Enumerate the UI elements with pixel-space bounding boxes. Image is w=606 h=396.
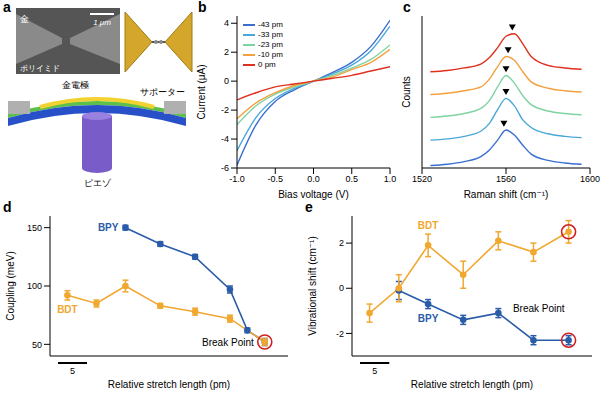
svg-text:5: 5 [70,366,75,376]
html-text:e: e [305,199,313,215]
svg-text:BDT: BDT [418,220,439,231]
svg-text:0.0: 0.0 [307,174,320,184]
svg-text:Relative stretch length (pm): Relative stretch length (pm) [411,379,533,390]
svg-text:2: 2 [339,238,344,248]
svg-text:100: 100 [27,281,42,291]
svg-text:0: 0 [224,76,229,86]
svg-text:Raman shift (cm⁻¹): Raman shift (cm⁻¹) [464,189,549,200]
svg-text:-2: -2 [221,105,229,115]
svg-text:-2: -2 [336,329,344,339]
svg-text:2: 2 [224,47,229,57]
svg-text:150: 150 [27,223,42,233]
svg-text:BPY: BPY [98,222,119,233]
svg-text:BPY: BPY [418,313,439,324]
svg-text:0.5: 0.5 [345,174,358,184]
html-text:-43 pm: -43 pm [258,20,283,29]
html-text:c: c [403,0,411,15]
svg-text:-6: -6 [221,163,229,173]
svg-text:金電極: 金電極 [62,80,89,90]
html-text:b: b [198,0,207,15]
svg-text:50: 50 [32,340,42,350]
svg-text:ポリイミド: ポリイミド [20,64,60,73]
html-text:0 pm: 0 pm [258,60,276,69]
svg-text:-1.0: -1.0 [229,174,245,184]
svg-text:Bias voltage (V): Bias voltage (V) [278,189,349,200]
svg-text:Relative stretch length (pm): Relative stretch length (pm) [108,379,230,390]
svg-text:1560: 1560 [496,174,516,184]
svg-text:-4: -4 [221,134,229,144]
svg-text:1 μm: 1 μm [93,18,111,27]
svg-text:サポーター: サポーター [140,87,185,97]
svg-text:1.0: 1.0 [384,174,397,184]
svg-text:Current (μA): Current (μA) [196,64,207,119]
svg-text:Break Point: Break Point [202,337,254,348]
svg-text:Coupling (meV): Coupling (meV) [5,251,16,320]
svg-text:Vibrational shift (cm⁻¹): Vibrational shift (cm⁻¹) [307,236,318,336]
svg-text:BDT: BDT [57,304,78,315]
svg-text:Break Point: Break Point [513,303,565,314]
html-text:d: d [3,199,12,215]
html-text:-10 pm: -10 pm [258,50,283,59]
html-text:a: a [3,0,11,15]
svg-text:4: 4 [224,18,229,28]
svg-text:Counts: Counts [401,76,412,108]
svg-text:金: 金 [20,14,29,24]
svg-text:5: 5 [372,366,377,376]
svg-text:ピエゾ: ピエゾ [84,178,112,188]
svg-text:-0.5: -0.5 [267,174,283,184]
html-text:-23 pm: -23 pm [258,40,283,49]
svg-text:1600: 1600 [580,174,600,184]
svg-text:0: 0 [339,283,344,293]
html-text:-33 pm: -33 pm [258,30,283,39]
svg-text:1520: 1520 [412,174,432,184]
